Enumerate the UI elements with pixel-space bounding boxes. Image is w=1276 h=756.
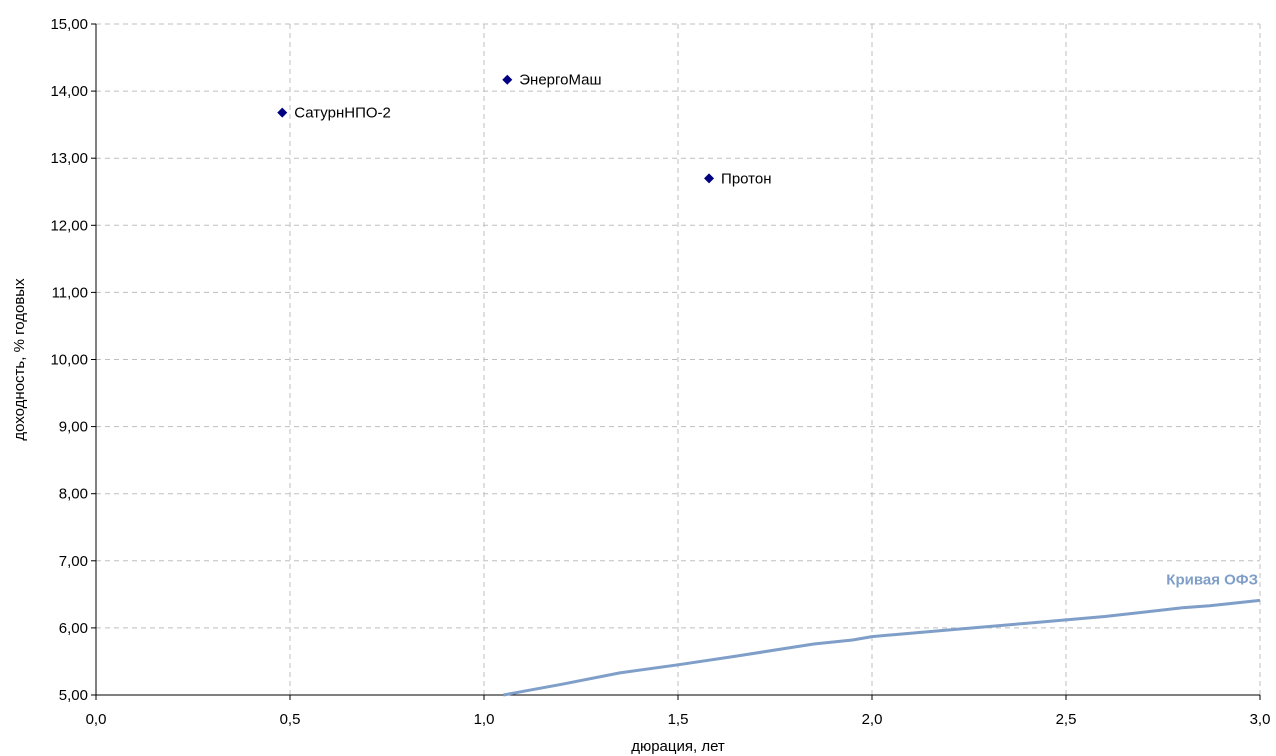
- point-label: Протон: [721, 170, 771, 187]
- ofz-curve-group: Кривая ОФЗ: [503, 571, 1261, 697]
- ofz-curve-line: [503, 598, 1261, 697]
- y-tick-label: 7,00: [59, 553, 88, 570]
- y-axis-title: доходность, % годовых: [11, 278, 28, 441]
- y-tick-label: 6,00: [59, 620, 88, 637]
- x-tick-label: 3,0: [1250, 711, 1271, 728]
- y-tick-label: 11,00: [52, 284, 88, 301]
- tick-labels: 5,00 6,00 7,00 8,00 9,00 10,00 11,00 12,00 13,00…: [50, 16, 1270, 728]
- x-tick-label: 0,0: [86, 711, 107, 728]
- x-axis-title: дюрация, лет: [631, 738, 725, 755]
- scatter-points: СатурнНПО-2 ЭнергоМаш Протон: [277, 72, 772, 187]
- scatter-point: [502, 74, 513, 85]
- grid-lines: [96, 23, 1261, 695]
- y-tick-label: 10,00: [50, 352, 88, 369]
- ofz-curve-label: Кривая ОФЗ: [1166, 571, 1258, 588]
- y-tick-label: 9,00: [59, 419, 88, 436]
- point-label: СатурнНПО-2: [294, 105, 391, 122]
- axes: [91, 23, 1261, 700]
- x-tick-label: 0,5: [280, 711, 301, 728]
- scatter-point: [704, 173, 715, 184]
- y-tick-label: 14,00: [50, 83, 88, 100]
- y-tick-label: 8,00: [59, 486, 88, 503]
- y-tick-label: 12,00: [50, 217, 88, 234]
- y-tick-label: 5,00: [59, 687, 88, 704]
- x-tick-label: 2,0: [862, 711, 883, 728]
- x-tick-label: 1,5: [668, 711, 689, 728]
- x-tick-label: 1,0: [474, 711, 495, 728]
- scatter-point: [277, 107, 288, 118]
- x-tick-label: 2,5: [1056, 711, 1077, 728]
- y-tick-label: 13,00: [50, 150, 88, 167]
- y-tick-label: 15,00: [50, 16, 88, 33]
- point-label: ЭнергоМаш: [519, 72, 601, 89]
